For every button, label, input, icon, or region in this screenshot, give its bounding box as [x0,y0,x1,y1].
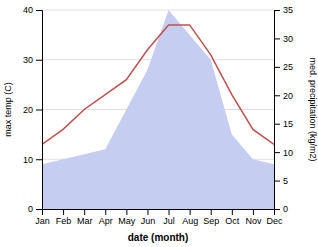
tick-label: Jan [35,216,50,226]
tick: Apr [99,209,113,226]
tick: 10 [23,155,42,165]
tick: Aug [182,209,198,226]
tick: 15 [274,119,293,129]
tick-mark [36,110,42,111]
tick: Nov [245,209,262,226]
tick: 40 [23,5,42,15]
tick: 10 [274,148,293,158]
tick-mark [36,209,42,210]
tick-mark [211,209,212,215]
tick: 0 [274,204,288,214]
tick-label: May [118,216,136,226]
tick-label: 40 [23,5,33,15]
y-axis: 0 10 20 30 40 [23,5,43,214]
marks [42,10,274,209]
tick: Feb [56,209,72,226]
tick-label: Feb [56,216,72,226]
tick-mark [274,10,280,11]
axis-line [36,11,43,210]
y2-axis-title: med. precipitation (kg/m2) [308,57,318,161]
tick-label: Aug [182,216,198,226]
tick-label: 0 [28,204,33,214]
tick-mark [253,209,254,215]
tick-mark [274,124,280,125]
tick-label: Jul [163,216,175,226]
tick-label: 20 [23,105,33,115]
x-axis: Jan Feb Mar Apr May Jun Jul Aug Sep Oct Nov Dec [35,209,283,226]
tick: 20 [23,105,42,115]
tick: 30 [23,55,42,65]
tick: Jun [141,209,156,226]
area [42,10,274,209]
tick-label: 35 [283,5,293,15]
tick-mark [105,209,106,215]
tick: Dec [266,209,283,226]
tick-mark [63,209,64,215]
tick-label: Mar [77,216,93,226]
tick-label: 10 [23,155,33,165]
tick: 25 [274,62,293,72]
plot: JanFebMarAprMayJunJulAugSepOctNovDec0102… [23,5,293,226]
tick-mark [147,209,148,215]
tick: 35 [274,5,293,15]
tick-label: 10 [283,148,293,158]
tick-mark [274,209,280,210]
x-axis-title: date (month) [128,232,189,243]
line [42,25,274,144]
y-axis-title: max temp (C) [3,82,13,137]
grid-line [42,10,274,11]
tick-label: Apr [99,216,113,226]
tick-mark [274,38,280,39]
tick-label: Dec [266,216,283,226]
tick-mark [36,159,42,160]
tick-mark [169,209,170,215]
tick-mark [190,209,191,215]
tick-label: 30 [283,34,293,44]
tick-label: 15 [283,119,293,129]
y2-axis: 0 5 10 15 20 25 30 35 [274,5,293,214]
tick-mark [274,67,280,68]
tick-mark [274,95,280,96]
tick-label: Jun [141,216,156,226]
chart: JanFebMarAprMayJunJulAugSepOctNovDec0102… [0,0,318,247]
tick-label: 20 [283,91,293,101]
tick: Oct [225,209,240,226]
tick: Jul [163,209,175,226]
tick: 20 [274,91,293,101]
tick: May [118,209,136,226]
tick-mark [274,181,280,182]
axis-line [43,210,275,216]
tick: 30 [274,34,293,44]
tick-label: 5 [283,176,288,186]
tick-mark [274,152,280,153]
tick-mark [232,209,233,215]
tick-label: Oct [225,216,240,226]
grid [42,10,274,209]
tick: 5 [274,176,288,186]
tick-mark [36,60,42,61]
tick-mark [84,209,85,215]
tick-mark [126,209,127,215]
tick-label: Nov [245,216,262,226]
tick-mark [36,10,42,11]
tick: Mar [77,209,93,226]
tick-label: Sep [203,216,219,226]
tick-label: 30 [23,55,33,65]
tick: 0 [28,204,42,214]
tick-label: 0 [283,204,288,214]
tick: Jan [35,209,50,226]
tick: Sep [203,209,219,226]
tick-label: 25 [283,62,293,72]
axis-line [275,11,281,210]
